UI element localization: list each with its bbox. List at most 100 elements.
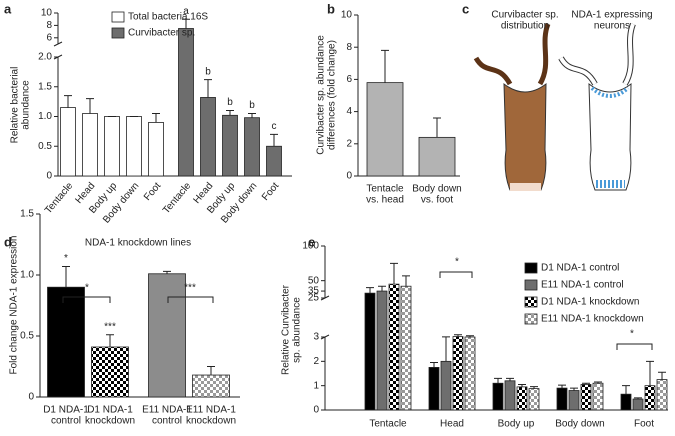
x-tick-label: D1 NDA-1 knockdown: [85, 404, 135, 426]
error-bar: [163, 270, 171, 274]
bar: [452, 336, 464, 411]
error-bar: [442, 336, 450, 362]
y-tick-label: 3: [313, 332, 319, 343]
bar: [91, 346, 129, 398]
x-tick-label: Head: [440, 419, 464, 430]
bar: [192, 374, 230, 398]
panel-letter: a: [4, 1, 12, 16]
error-bar: [433, 117, 441, 138]
error-bar: [454, 334, 462, 337]
error-bar: [506, 377, 514, 381]
annotation: a: [183, 6, 189, 17]
bar: [656, 379, 668, 411]
error-bar: [152, 113, 160, 123]
x-tick-label: D1 NDA-1 control: [43, 404, 89, 426]
significance-bracket: [167, 296, 214, 303]
foot: [510, 183, 541, 191]
error-bar: [366, 287, 374, 294]
panel-letter: c: [462, 1, 469, 16]
legend-label: Total bacteria 16S: [128, 12, 208, 23]
bar: [148, 273, 186, 398]
panel-letter: b: [327, 1, 335, 16]
bar: [556, 387, 568, 411]
legend-swatch: [111, 11, 125, 23]
error-bar: [270, 133, 278, 147]
y-tick-label: 1.0: [20, 270, 34, 281]
y-tick-label: 25: [308, 293, 320, 304]
significance-label: *: [455, 257, 459, 268]
x-tick-label: Foot: [634, 419, 654, 430]
bar: [126, 116, 142, 177]
y-tick-label: 0.5: [38, 141, 52, 152]
y-tick-label: 6: [46, 32, 52, 43]
y-tick-label: 1.5: [38, 81, 52, 92]
annotation: b: [249, 100, 255, 111]
annotation: b: [227, 97, 233, 108]
error-bar: [646, 360, 654, 386]
bar: [148, 122, 164, 177]
error-bar: [430, 362, 438, 368]
y-tick-label: 8: [46, 20, 52, 31]
y-tick-label: 2: [313, 356, 319, 367]
annotation: *: [64, 253, 68, 264]
error-bar: [594, 381, 602, 384]
error-bar: [634, 397, 642, 400]
y-axis-label: Fold change NDA-1 expression: [9, 236, 20, 375]
body: [588, 82, 632, 191]
error-bar: [558, 384, 566, 389]
bar: [440, 360, 452, 411]
error-bar: [204, 79, 212, 98]
y-tick-label: 100: [302, 241, 319, 252]
bar: [376, 290, 388, 411]
bar: [592, 382, 604, 411]
y-tick-label: 8: [346, 42, 352, 53]
x-tick-label: Tentacle: [43, 180, 76, 216]
y-axis-label: Relative bacterialabundance: [9, 67, 31, 144]
bar: [400, 285, 412, 411]
bar: [568, 390, 580, 411]
error-bar: [466, 335, 474, 337]
bar: [222, 114, 238, 177]
error-bar: [658, 371, 666, 380]
error-bar: [402, 275, 410, 287]
legend-swatch: [111, 27, 125, 39]
legend-swatch: [524, 279, 538, 291]
significance-bracket: [616, 343, 653, 350]
bar: [504, 380, 516, 411]
error-bar: [530, 386, 538, 389]
bar: [82, 113, 98, 177]
bar: [366, 82, 404, 177]
x-tick-label: Tentacle: [161, 180, 194, 216]
error-bar: [390, 262, 398, 285]
body: [503, 82, 547, 191]
legend-swatch: [524, 262, 538, 274]
annotation: c: [272, 121, 277, 132]
error-bar: [622, 385, 630, 395]
y-tick-label: 4: [346, 106, 352, 117]
significance-label: *: [85, 283, 89, 294]
y-tick-label: 50: [308, 275, 320, 286]
bar: [418, 136, 456, 177]
legend-label: D1 NDA-1 knockdown: [541, 297, 639, 308]
bar: [580, 384, 592, 411]
panel-letter: e: [308, 234, 315, 249]
x-tick-label: E11 NDA-1 knockdown: [186, 404, 236, 426]
bar: [388, 283, 400, 411]
bar: [464, 336, 476, 411]
y-tick-label: 0: [46, 171, 52, 182]
error-bar: [381, 49, 389, 83]
legend-label: D1 NDA-1 control: [541, 263, 619, 274]
legend-label: E11 NDA-1 control: [541, 280, 624, 291]
x-tick-label: Tentacle vs. head: [366, 183, 404, 205]
hydra-diagram: Curvibacter sp. distribution NDA-1 expres…: [462, 1, 653, 191]
error-bar: [207, 366, 215, 376]
legend-label: Curvibacter sp.: [128, 28, 195, 39]
error-bar: [226, 110, 234, 116]
chart-panel: 0 2 4 6 8 10 b Curvibacter sp. abundancediffere…: [315, 1, 462, 205]
bar: [632, 398, 644, 411]
tentacle: [559, 56, 597, 86]
y-tick-label: 10: [341, 10, 353, 21]
bar: [528, 388, 540, 411]
bar: [200, 97, 216, 177]
